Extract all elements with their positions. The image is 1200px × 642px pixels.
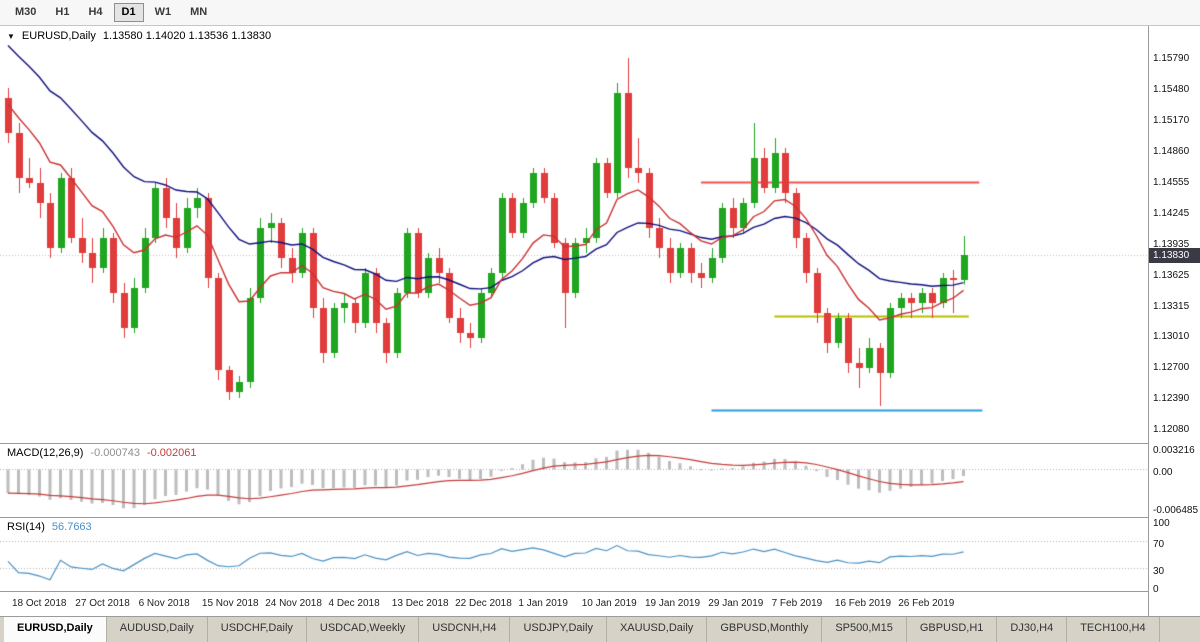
chart-tab-usdcnh-h4[interactable]: USDCNH,H4	[419, 617, 511, 642]
rsi-title: RSI(14) 56.7663	[7, 521, 92, 533]
price-axis-label: 1.15480	[1153, 84, 1190, 95]
timeframe-button-h4[interactable]: H4	[88, 6, 103, 18]
price-axis[interactable]: 1.13830 1.15790 1.15480 1.15170 1.14860 1.14…	[1148, 26, 1200, 617]
chart-tab-tech100-h4[interactable]: TECH100,H4	[1067, 617, 1160, 642]
panel-separator	[0, 616, 1200, 617]
timeframe-button-h1[interactable]: H1	[55, 6, 70, 18]
chart-tab-gbpusd-monthly[interactable]: GBPUSD,Monthly	[707, 617, 823, 642]
timeframe-button-d1[interactable]: D1	[113, 3, 144, 22]
chart-tab-usdjpy-daily[interactable]: USDJPY,Daily	[510, 617, 607, 642]
macd-canvas[interactable]	[0, 444, 1148, 517]
chart-tab-bar: EURUSD,Daily AUDUSD,Daily USDCHF,Daily USDC…	[0, 617, 1200, 642]
date-axis-label: 22 Dec 2018	[455, 598, 512, 609]
timeframe-toolbar: M30 H1 H4 D1 W1 MN	[0, 0, 1200, 26]
timeframe-button-m30[interactable]: M30	[15, 6, 37, 18]
price-axis-label: 1.12080	[1153, 424, 1190, 435]
price-axis-label: 1.12390	[1153, 393, 1190, 404]
price-axis-label: 1.13625	[1153, 269, 1190, 281]
time-axis[interactable]: 18 Oct 2018 27 Oct 2018 6 Nov 2018 15 Nov 2…	[0, 592, 1148, 616]
timeframe-button-w1[interactable]: W1	[154, 6, 172, 18]
date-axis-label: 29 Jan 2019	[708, 598, 764, 609]
symbol-label: EURUSD,Daily	[21, 30, 96, 42]
panel-separator[interactable]	[0, 443, 1200, 444]
chart-tab-audusd-daily[interactable]: AUDUSD,Daily	[107, 617, 208, 642]
rsi-axis-label: 30	[1153, 566, 1165, 578]
rsi-label: RSI(14)	[7, 521, 45, 533]
current-price-badge: 1.13830	[1149, 248, 1200, 263]
date-axis-label: 24 Nov 2018	[265, 598, 322, 609]
price-axis-label: 1.13010	[1153, 331, 1190, 342]
chart-tab-xauusd-daily[interactable]: XAUUSD,Daily	[607, 617, 708, 642]
date-axis-label: 27 Oct 2018	[75, 598, 130, 609]
rsi-value: 56.7663	[51, 521, 92, 533]
macd-title: MACD(12,26,9) -0.000743 -0.002061	[7, 447, 197, 459]
macd-main-value: -0.000743	[90, 447, 140, 459]
panel-separator[interactable]	[0, 517, 1200, 518]
price-axis-label: 1.15790	[1153, 53, 1190, 64]
macd-axis-label: -0.006485	[1153, 505, 1199, 516]
ohlc-values: 1.13580 1.14020 1.13536 1.13830	[102, 30, 272, 42]
rsi-indicator-panel[interactable]: RSI(14) 56.7663	[0, 518, 1148, 591]
price-axis-label: 1.14555	[1153, 176, 1190, 188]
price-axis-label: 1.14245	[1153, 207, 1190, 219]
rsi-axis-label: 100	[1153, 518, 1170, 529]
macd-axis-label: 0.003216	[1153, 445, 1195, 456]
main-chart-panel[interactable]: ▼ EURUSD,Daily 1.13580 1.14020 1.13536 1…	[0, 26, 1148, 443]
macd-axis-label: 0.00	[1153, 467, 1173, 479]
chart-tab-eurusd-daily[interactable]: EURUSD,Daily	[4, 617, 107, 642]
chart-tab-usdchf-daily[interactable]: USDCHF,Daily	[208, 617, 307, 642]
rsi-axis-label: 70	[1153, 538, 1165, 550]
price-axis-label: 1.13935	[1153, 238, 1190, 250]
date-axis-label: 15 Nov 2018	[201, 598, 259, 609]
macd-indicator-panel[interactable]: MACD(12,26,9) -0.000743 -0.002061	[0, 444, 1148, 517]
rsi-axis-label: 0	[1153, 584, 1159, 595]
chart-tab-usdcad-weekly[interactable]: USDCAD,Weekly	[307, 617, 420, 642]
date-axis-label: 6 Nov 2018	[138, 598, 190, 609]
date-axis-label: 18 Oct 2018	[12, 598, 67, 609]
macd-signal-value: -0.002061	[146, 447, 197, 459]
chart-tab-gbpusd-h1[interactable]: GBPUSD,H1	[907, 617, 998, 642]
date-axis-label: 7 Feb 2019	[771, 598, 823, 609]
timeframe-button-mn[interactable]: MN	[190, 6, 208, 18]
panel-separator[interactable]	[0, 591, 1200, 592]
chart-tab-sp500-m15[interactable]: SP500,M15	[822, 617, 907, 642]
date-axis-label: 13 Dec 2018	[391, 598, 449, 609]
price-axis-label: 1.14860	[1153, 146, 1190, 157]
date-axis-label: 4 Dec 2018	[328, 598, 380, 609]
date-axis-label: 10 Jan 2019	[581, 598, 637, 609]
macd-label: MACD(12,26,9)	[7, 447, 84, 459]
date-axis-label: 19 Jan 2019	[645, 598, 701, 609]
chart-title: ▼ EURUSD,Daily 1.13580 1.14020 1.13536 1…	[7, 30, 271, 42]
date-axis-label: 1 Jan 2019	[518, 598, 568, 609]
candlestick-chart-canvas[interactable]	[0, 26, 1148, 443]
chevron-down-icon[interactable]: ▼	[7, 31, 15, 41]
price-axis-label: 1.12700	[1153, 362, 1190, 373]
chart-tab-dj30-h4[interactable]: DJ30,H4	[997, 617, 1068, 642]
price-axis-label: 1.15170	[1153, 115, 1190, 126]
rsi-canvas[interactable]	[0, 518, 1148, 591]
price-axis-label: 1.13315	[1153, 300, 1190, 312]
date-axis-label: 16 Feb 2019	[834, 598, 892, 609]
date-axis-label: 26 Feb 2019	[898, 598, 955, 609]
